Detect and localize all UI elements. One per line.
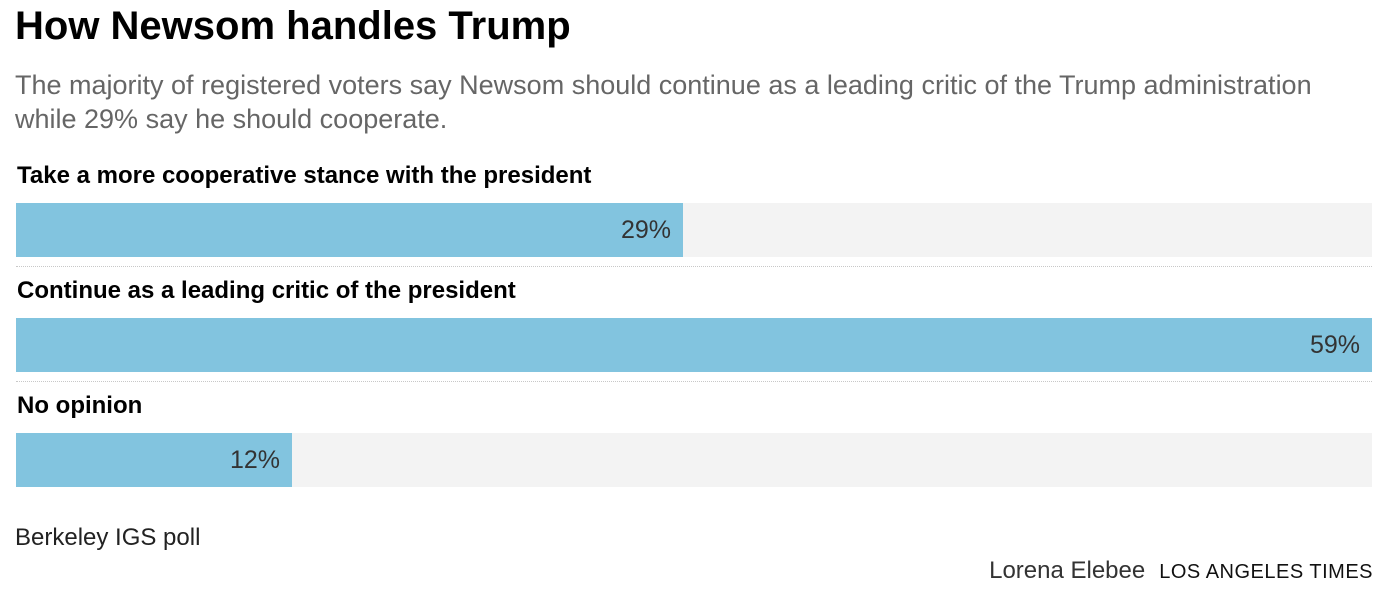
bar-leading-critic: 59% (16, 318, 1372, 372)
chart-subtitle: The majority of registered voters say Ne… (15, 70, 1312, 134)
bar-row: Take a more cooperative stance with the … (16, 158, 1372, 273)
bar-category-label: Take a more cooperative stance with the … (17, 162, 592, 189)
bar-value-label: 12% (229, 446, 280, 474)
bar-chart: Take a more cooperative stance with the … (16, 158, 1372, 503)
bar-row: No opinion 12% (16, 388, 1372, 503)
bar-cooperative: 29% (16, 203, 683, 257)
bar-track: 59% (16, 318, 1372, 372)
chart-title: How Newsom handles Trump (15, 4, 571, 48)
bar-no-opinion: 12% (16, 433, 292, 487)
bar-track: 12% (16, 433, 1372, 487)
credit-line: Lorena Elebee LOS ANGELES TIMES (989, 554, 1373, 589)
bar-value-label: 29% (620, 216, 671, 244)
author-credit: Lorena Elebee (989, 557, 1146, 584)
source-note: Berkeley IGS poll (15, 524, 201, 551)
row-divider (16, 266, 1372, 267)
bar-value-label: 59% (1309, 331, 1360, 359)
bar-row: Continue as a leading critic of the pres… (16, 273, 1372, 388)
bar-track: 29% (16, 203, 1372, 257)
bar-category-label: No opinion (17, 392, 143, 419)
row-divider (16, 381, 1372, 382)
outlet-credit: LOS ANGELES TIMES (1159, 561, 1373, 583)
bar-category-label: Continue as a leading critic of the pres… (17, 277, 516, 304)
